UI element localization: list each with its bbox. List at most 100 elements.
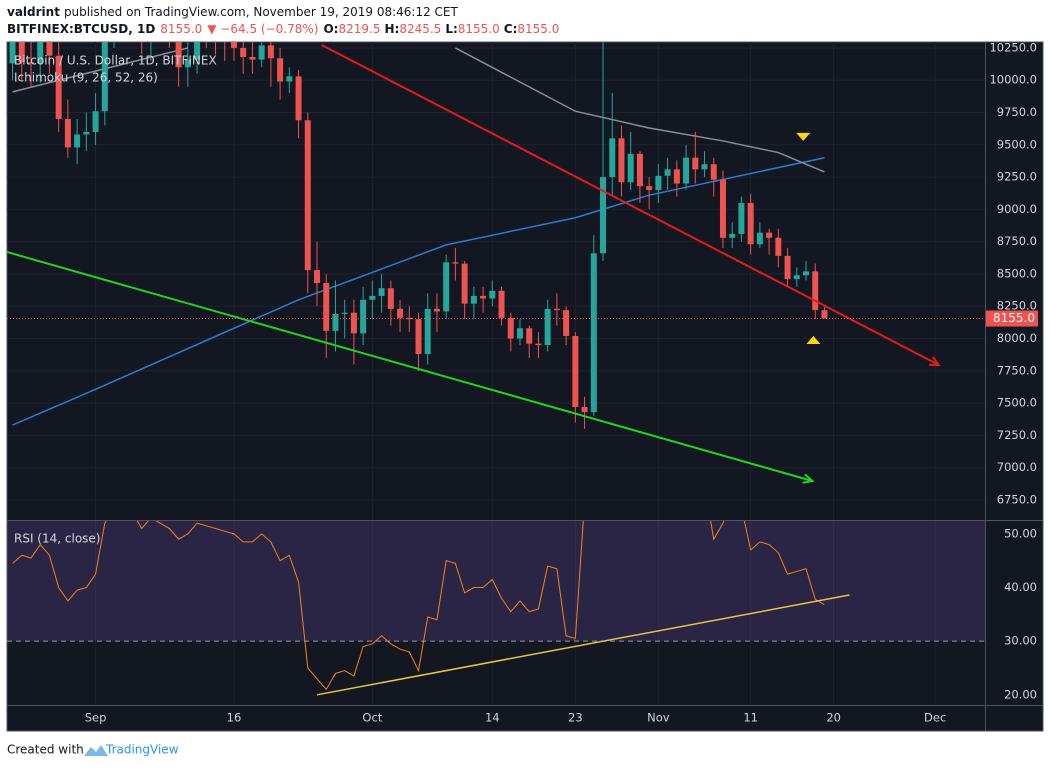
candle-body: [498, 290, 505, 318]
candle-body: [784, 255, 791, 280]
candle-body: [415, 319, 422, 355]
y-tick-label: 6750.0: [997, 492, 1037, 506]
candle-body: [470, 295, 477, 304]
y-tick-label: 10000.0: [989, 73, 1037, 87]
y-tick-label: 50.00: [1004, 526, 1037, 540]
candle-body: [544, 308, 551, 345]
x-tick-label: Sep: [85, 711, 107, 725]
candle-body: [821, 310, 828, 319]
chart-frame: [6, 41, 1044, 732]
candle-body: [18, 42, 25, 63]
trend-line: [316, 594, 850, 696]
x-tick-label: Oct: [362, 711, 382, 725]
candle-body: [304, 120, 311, 271]
candle-body: [535, 343, 542, 345]
arrow-head: [802, 473, 815, 484]
footer-text: Created with: [7, 743, 84, 757]
candle-body: [692, 157, 699, 170]
y-tick-label: 7500.0: [997, 396, 1037, 410]
candle-body: [92, 111, 99, 132]
trend-line: [7, 251, 813, 482]
candle-body: [461, 263, 468, 304]
candle-body: [83, 131, 90, 135]
y-tick-label: 30.00: [1004, 634, 1037, 648]
candle-body: [775, 237, 782, 256]
rsi-line: [12, 521, 825, 691]
candle-body: [489, 290, 496, 299]
y-tick-label: 7250.0: [997, 428, 1037, 442]
ohlc-label: H:: [384, 22, 399, 36]
brand[interactable]: TradingView: [105, 743, 179, 757]
x-tick-label: 16: [227, 711, 242, 725]
candle-body: [46, 42, 53, 56]
ohlc-value: 8155.0: [458, 22, 500, 36]
candle-body: [710, 164, 717, 180]
candle-body: [341, 312, 348, 314]
y-tick-label: 8750.0: [997, 234, 1037, 248]
candle-body: [636, 153, 643, 187]
y-tick-label: 8000.0: [997, 331, 1037, 345]
rsi-title: RSI (14, close): [14, 532, 100, 546]
candle-body: [563, 310, 570, 336]
candle-body: [323, 283, 330, 331]
candle-body: [803, 271, 810, 276]
candle-body: [74, 134, 81, 148]
ohlc-label: O:: [323, 22, 338, 36]
signal-marker: [806, 335, 821, 344]
candle-body: [314, 270, 321, 284]
candle-body: [683, 157, 690, 184]
publish-line: valdrint published on TradingView.com, No…: [7, 5, 459, 19]
published: published on TradingView.com, November 1…: [64, 5, 459, 19]
candle-body: [258, 45, 265, 60]
last: 8155.0: [160, 22, 202, 36]
candle-body: [350, 312, 357, 334]
candle-body: [738, 202, 745, 234]
last-price-badge: [986, 310, 1038, 327]
ohlc-label: C:: [504, 22, 518, 36]
candle-body: [618, 138, 625, 183]
ohlc-value: 8219.5: [338, 22, 380, 36]
indicator-label: Ichimoku (9, 26, 52, 26): [14, 71, 158, 85]
candle-body: [627, 153, 634, 183]
candle-body: [277, 58, 284, 82]
candle-body: [572, 335, 579, 407]
candle-body: [184, 59, 191, 68]
candle-body: [249, 56, 256, 60]
candle-body: [766, 232, 773, 238]
candle-body: [590, 253, 597, 413]
change: ▼ −64.5 (−0.78%): [207, 22, 318, 36]
candle-body: [64, 118, 71, 148]
candle-body: [240, 47, 247, 57]
axes: Sep 16 Oct 14 23 Nov 11 20 Dec 6750.0 7000.0 7250.0…: [85, 40, 1038, 725]
y-tick-label: 20.00: [1004, 687, 1037, 701]
y-tick-label: 9250.0: [997, 170, 1037, 184]
candle-body: [433, 308, 440, 312]
signal-marker: [796, 132, 811, 141]
x-tick-label: 11: [743, 711, 758, 725]
chart-title: Bitcoin / U.S. Dollar, 1D, BITFINEX: [14, 54, 217, 68]
x-tick-label: 14: [485, 711, 500, 725]
candle-body: [609, 138, 616, 178]
candle-body: [701, 164, 708, 170]
candle-body: [553, 308, 560, 311]
candle-body: [194, 42, 201, 60]
candle-body: [655, 175, 662, 191]
candle-body: [719, 179, 726, 238]
y-tick-label: 7000.0: [997, 460, 1037, 474]
candle-body: [452, 262, 459, 264]
x-tick-label: Nov: [647, 711, 670, 725]
symbol-line: BITFINEX:BTCUSD, 1D 8155.0 ▼ −64.5 (−0.78%…: [7, 22, 559, 36]
candle-body: [360, 299, 367, 334]
ohlc-label: L:: [445, 22, 457, 36]
y-tick-label: 40.00: [1004, 580, 1037, 594]
y-tick-label: 7750.0: [997, 363, 1037, 377]
indicator-line: [12, 47, 825, 173]
y-tick-label: 8500.0: [997, 266, 1037, 280]
rsi-band: [7, 521, 985, 642]
y-tick-label: 9750.0: [997, 105, 1037, 119]
candle-body: [230, 42, 237, 48]
candle-body: [222, 35, 228, 41]
arrow-head: [928, 356, 941, 367]
candle-body: [516, 328, 523, 339]
